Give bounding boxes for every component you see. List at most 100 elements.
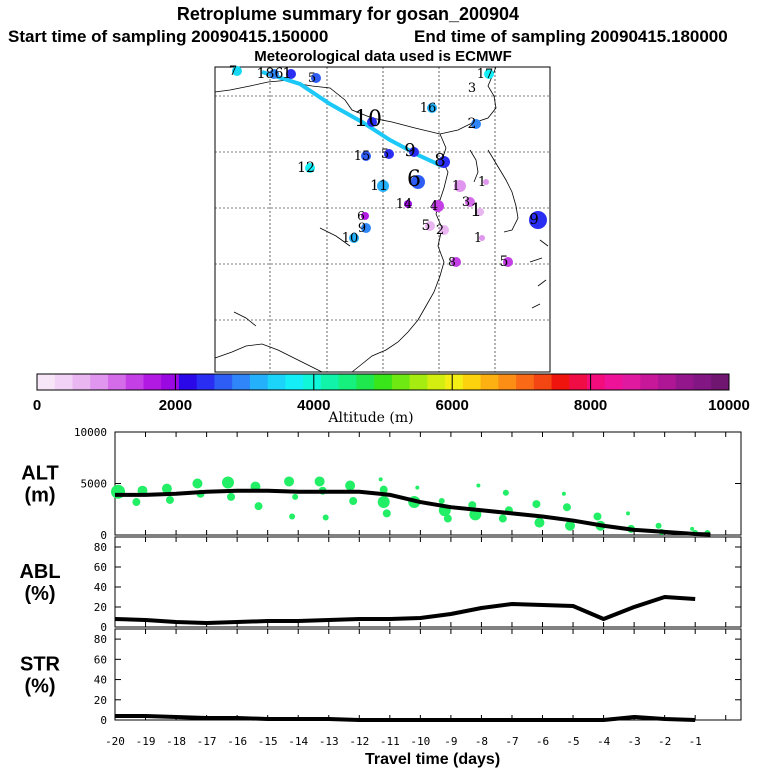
plume-marker-dot <box>483 179 489 185</box>
alt-plume-point <box>468 501 477 510</box>
x-tick-label: -3 <box>627 735 640 748</box>
panel-ylabel: STR <box>20 654 61 676</box>
alt-plume-point <box>690 526 695 531</box>
plume-marker-dot <box>438 156 450 168</box>
colorbar-swatch <box>658 374 677 390</box>
colorbar-swatch <box>374 374 393 390</box>
alt-plume-point <box>438 498 445 505</box>
plume-marker-dot <box>476 208 484 216</box>
colorbar-tick-label: 6000 <box>436 397 469 414</box>
plume-marker-dot <box>484 69 494 79</box>
alt-plume-point <box>349 497 358 506</box>
plume-day-label: 5 <box>422 218 431 234</box>
colorbar-swatch <box>196 374 215 390</box>
colorbar-swatch <box>622 374 641 390</box>
x-tick-label: -17 <box>197 735 217 748</box>
plume-day-label: 5 <box>308 71 316 86</box>
plume-marker-dot <box>465 197 475 207</box>
colorbar-swatch <box>125 374 144 390</box>
alt-plume-point <box>322 514 329 521</box>
alt-plume-point <box>292 493 299 500</box>
alt-plume-point <box>502 489 509 496</box>
panel-ylabel-unit: (%) <box>24 583 55 605</box>
plume-marker-dot <box>454 180 466 192</box>
colorbar-swatch <box>675 374 694 390</box>
colorbar-swatch <box>54 374 73 390</box>
colorbar-swatch <box>533 374 552 390</box>
y-tick-label: 20 <box>94 601 107 614</box>
alt-plume-point <box>415 485 420 490</box>
alt-plume-point <box>132 498 141 507</box>
panel-alt: 0 5000 10000 ALT(m) <box>21 426 742 542</box>
x-tick-label: -20 <box>105 735 125 748</box>
plume-day-label: 9 <box>529 210 539 228</box>
y-tick-label: 80 <box>94 633 107 646</box>
plume-marker-dot <box>305 163 315 173</box>
plume-day-label: 3 <box>468 81 476 96</box>
plume-marker-dot <box>349 233 359 243</box>
alt-plume-point <box>314 476 325 487</box>
plume-day-label: 1 <box>452 179 460 194</box>
plume-marker-dot <box>409 147 419 157</box>
x-tick-label: -2 <box>658 735 671 748</box>
y-tick-label: 60 <box>94 561 107 574</box>
plume-day-label: 1 <box>474 231 482 246</box>
x-tick-label: -6 <box>536 735 549 748</box>
colorbar-swatch <box>90 374 109 390</box>
colorbar-swatch <box>232 374 251 390</box>
plume-day-label: 11 <box>370 178 388 194</box>
colorbar-tick-label: 4000 <box>297 397 330 414</box>
plume-marker-dot <box>361 212 369 220</box>
plume-day-label: 2 <box>468 116 477 132</box>
colorbar-swatch <box>498 374 517 390</box>
x-tick-label: -1 <box>689 735 702 748</box>
colorbar-swatch <box>143 374 162 390</box>
figure-title: Retroplume summary for gosan_200904 <box>177 4 519 24</box>
plume-day-label: 17 <box>477 67 494 82</box>
plume-day-label: 5 <box>500 254 509 270</box>
colorbar-swatch <box>480 374 499 390</box>
plume-marker-dot <box>232 66 242 76</box>
y-tick-label: 60 <box>94 653 107 666</box>
alt-plume-point <box>227 492 236 501</box>
colorbar-tick-label: 8000 <box>574 397 607 414</box>
colorbar-tick-label: 10000 <box>708 397 750 414</box>
alt-plume-point <box>192 478 203 489</box>
x-tick-label: -8 <box>475 735 488 748</box>
plume-day-label: 16 <box>420 101 437 116</box>
plume-marker-dot <box>439 225 449 235</box>
panel-frame <box>114 628 742 721</box>
panel-ylabel-unit: (%) <box>24 676 55 698</box>
y-tick-label: 0 <box>100 714 107 727</box>
panel-ylabel: ALT <box>21 463 58 485</box>
alt-plume-point <box>161 483 172 494</box>
alt-plume-point <box>534 517 545 528</box>
y-tick-label: 10000 <box>74 426 107 439</box>
plume-day-label: 15 <box>354 149 371 164</box>
alt-plume-point <box>561 491 566 496</box>
plume-marker-dot <box>367 117 377 127</box>
alt-plume-point <box>378 477 383 482</box>
x-tick-label: -15 <box>258 735 278 748</box>
plume-day-label: 1 <box>470 200 481 221</box>
alt-plume-point <box>443 514 452 523</box>
colorbar-swatch <box>249 374 269 390</box>
plume-day-label: 8 <box>448 255 456 269</box>
alt-plume-point <box>254 502 263 511</box>
colorbar-tick-label: 2000 <box>159 397 192 414</box>
alt-plume-point <box>284 476 295 487</box>
plume-marker-dot <box>269 69 279 79</box>
x-tick-label: -4 <box>597 735 611 748</box>
colorbar-swatch <box>320 374 340 390</box>
colorbar-swatch <box>303 374 322 390</box>
y-tick-label: 5000 <box>81 478 108 491</box>
colorbar-swatch <box>427 374 446 390</box>
alt-plume-point <box>498 514 507 523</box>
plume-day-label: 10 <box>342 231 359 246</box>
map-coastlines <box>214 66 549 373</box>
x-tick-label: -11 <box>380 735 400 748</box>
plume-marker-dot <box>411 175 425 189</box>
alt-plume-point <box>345 480 356 491</box>
y-tick-label: 40 <box>94 581 107 594</box>
